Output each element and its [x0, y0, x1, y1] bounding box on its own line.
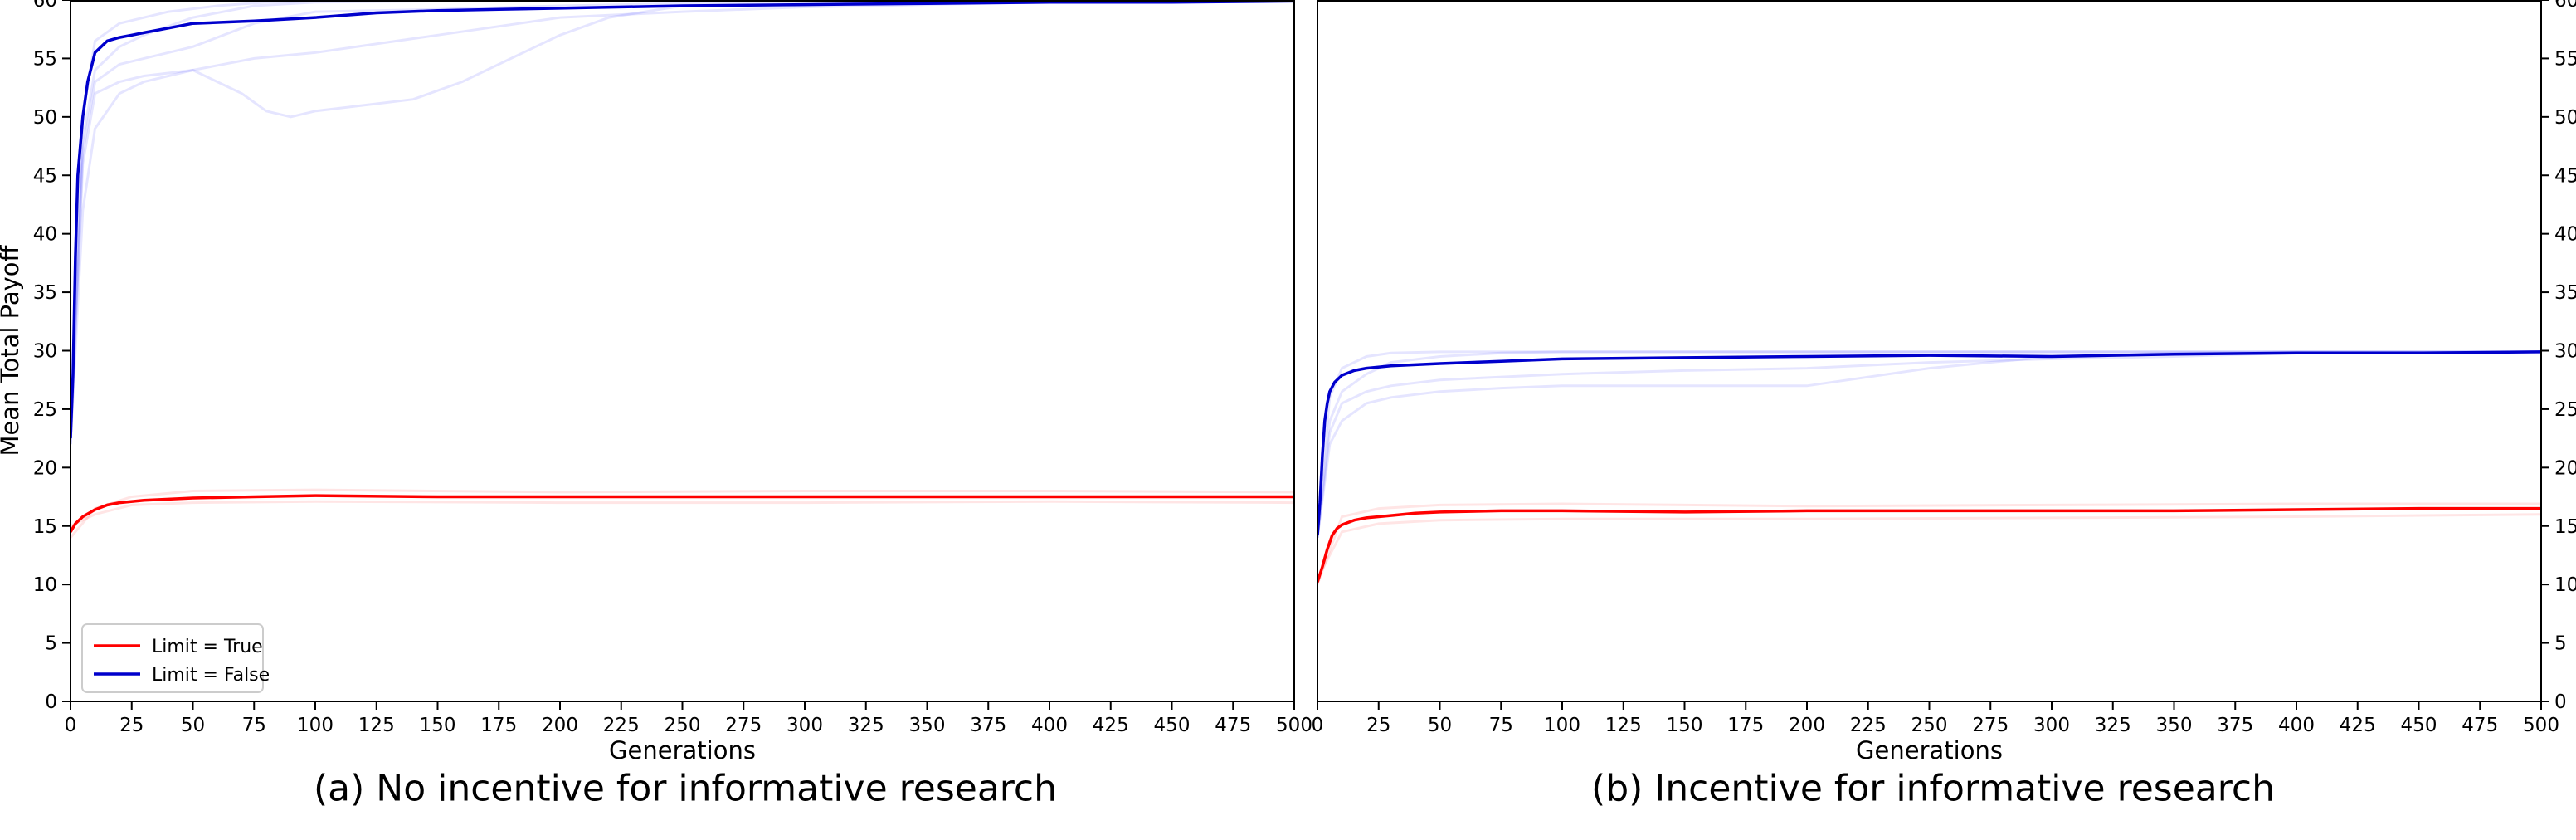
x-tick-label: 50 [181, 715, 205, 736]
y-tick-label: 0 [2554, 691, 2567, 713]
x-tick-label: 450 [2401, 715, 2437, 736]
y-tick-label: 15 [2554, 516, 2576, 538]
legend: Limit = True Limit = False [81, 623, 270, 693]
x-tick-label: 225 [1850, 715, 1887, 736]
y-tick-label: 20 [33, 457, 57, 479]
faint-run-line-2 [71, 0, 1294, 445]
x-tick-label: 425 [2340, 715, 2376, 736]
series-line-limit-true [71, 494, 1294, 533]
x-tick-label: 300 [786, 715, 823, 736]
x-tick-label: 75 [1489, 715, 1513, 736]
x-tick-label: 100 [297, 715, 334, 736]
x-tick-label: 375 [970, 715, 1006, 736]
y-tick-label: 5 [2554, 633, 2567, 655]
y-tick-label: 5 [45, 633, 57, 655]
y-tick-label: 25 [33, 399, 57, 421]
y-tick-label: 35 [2554, 282, 2576, 304]
y-tick-label: 55 [33, 48, 57, 70]
x-tick-label: 250 [1911, 715, 1948, 736]
legend-label-limit-true: Limit = True [152, 637, 263, 657]
x-tick-label: 300 [2033, 715, 2070, 736]
faint-run-line-0 [1317, 350, 2541, 538]
caption-panel-b: (b) Incentive for informative research [1591, 767, 2275, 810]
x-tick-label: 450 [1154, 715, 1191, 736]
x-tick-label: 175 [480, 715, 517, 736]
x-tick-label: 0 [1312, 715, 1324, 736]
faint-run-line-0 [71, 0, 1294, 445]
y-tick-label: 60 [2554, 0, 2576, 12]
y-axis-label: Mean Total Payoff [0, 244, 24, 456]
series-line-limit-false [1317, 350, 2541, 536]
faint-run-line-2 [1317, 350, 2541, 526]
x-tick-label: 350 [2156, 715, 2193, 736]
plot-frame [70, 0, 1295, 702]
faint-run-line-4 [71, 0, 1294, 433]
y-tick-label: 30 [2554, 341, 2576, 363]
faint-run-line-3 [71, 0, 1294, 445]
faint-run-line-5 [1317, 513, 2541, 579]
x-tick-label: 200 [542, 715, 578, 736]
x-tick-label: 275 [725, 715, 762, 736]
x-tick-label: 275 [1972, 715, 2009, 736]
x-tick-label: 350 [909, 715, 946, 736]
x-tick-label: 250 [665, 715, 701, 736]
y-tick-label: 10 [2554, 574, 2576, 596]
y-tick-label: 40 [33, 224, 57, 246]
y-tick-label: 25 [2554, 399, 2576, 421]
x-tick-label: 475 [2462, 715, 2498, 736]
x-tick-label: 150 [420, 715, 456, 736]
x-tick-label: 375 [2217, 715, 2253, 736]
faint-run-line-4 [1317, 502, 2541, 585]
chart-panel-a: 0 25 50 75 100 125 150 175 200 225 250 275 300 325 350… [0, 0, 1312, 764]
x-tick-label: 0 [65, 715, 77, 736]
chart-panel-b: 0 25 50 75 100 125 150 175 200 225 250 275 300 325 350… [1312, 0, 2576, 764]
x-tick-label: 225 [603, 715, 640, 736]
y-tick-label: 10 [33, 574, 57, 596]
x-axis-label: Generations [609, 736, 756, 764]
x-tick-label: 475 [1215, 715, 1251, 736]
x-tick-label: 325 [2095, 715, 2131, 736]
x-tick-label: 425 [1093, 715, 1129, 736]
x-tick-label: 25 [119, 715, 144, 736]
x-tick-label: 175 [1727, 715, 1764, 736]
x-tick-label: 50 [1428, 715, 1452, 736]
y-tick-label: 60 [33, 0, 57, 12]
y-tick-label: 0 [45, 691, 57, 713]
y-tick-label: 30 [33, 341, 57, 363]
x-tick-label: 75 [242, 715, 266, 736]
faint-run-line-1 [71, 0, 1294, 433]
x-tick-label: 200 [1789, 715, 1825, 736]
y-tick-label: 50 [2554, 107, 2576, 129]
x-tick-label: 125 [358, 715, 395, 736]
y-tick-label: 45 [2554, 165, 2576, 187]
caption-panel-a: (a) No incentive for informative researc… [313, 767, 1058, 810]
y-tick-label: 50 [33, 107, 57, 129]
legend-label-limit-false: Limit = False [152, 665, 270, 686]
faint-run-line-6 [71, 500, 1294, 528]
x-tick-label: 325 [848, 715, 884, 736]
x-tick-label: 125 [1605, 715, 1642, 736]
x-axis-label: Generations [1856, 736, 2003, 764]
x-tick-label: 400 [1031, 715, 1068, 736]
y-tick-label: 20 [2554, 457, 2576, 479]
series-line-limit-true [1317, 506, 2541, 583]
y-tick-label: 15 [33, 516, 57, 538]
y-tick-label: 35 [33, 282, 57, 304]
x-tick-label: 150 [1667, 715, 1703, 736]
y-tick-label: 40 [2554, 224, 2576, 246]
x-tick-label: 25 [1366, 715, 1390, 736]
y-tick-label: 45 [33, 165, 57, 187]
x-tick-label: 400 [2278, 715, 2315, 736]
series-line-limit-false [71, 0, 1294, 439]
faint-run-line-3 [1317, 350, 2541, 538]
x-tick-label: 500 [2523, 715, 2559, 736]
y-tick-label: 55 [2554, 48, 2576, 70]
x-tick-label: 100 [1544, 715, 1580, 736]
x-tick-label: 500 [1276, 715, 1312, 736]
